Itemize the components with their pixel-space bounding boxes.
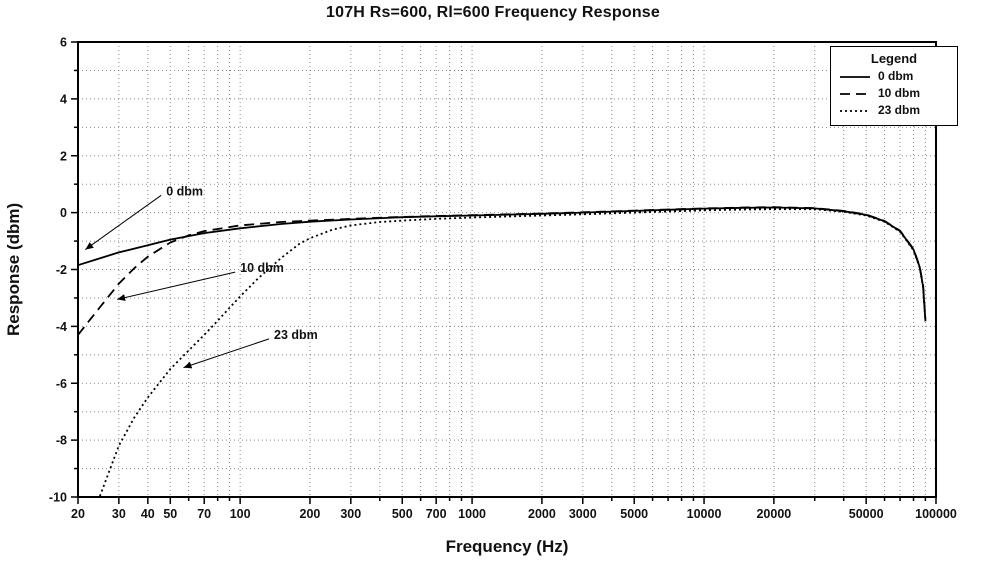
svg-text:300: 300 bbox=[340, 507, 361, 521]
legend-line-sample-dashed bbox=[840, 92, 870, 95]
legend-line-sample-dotted bbox=[840, 109, 870, 112]
svg-text:500: 500 bbox=[392, 507, 413, 521]
svg-text:30: 30 bbox=[112, 507, 126, 521]
svg-text:100: 100 bbox=[230, 507, 251, 521]
svg-text:50000: 50000 bbox=[849, 507, 884, 521]
svg-text:2000: 2000 bbox=[528, 507, 556, 521]
y-axis-label: Response (dbm) bbox=[4, 202, 23, 337]
x-tick-labels: 20 30 40 50 70 100 200 300 500 700 1000 2000 3000 500… bbox=[71, 507, 957, 521]
series-line-0-dbm bbox=[78, 206, 927, 321]
legend-title: Legend bbox=[870, 51, 918, 66]
legend-entry-label: 10 dbm bbox=[878, 86, 921, 100]
legend-entry-0-dbm: 0 dbm bbox=[839, 68, 949, 85]
svg-text:-10: -10 bbox=[49, 491, 67, 505]
x-axis-label: Frequency (Hz) bbox=[445, 537, 569, 556]
svg-text:70: 70 bbox=[197, 507, 211, 521]
svg-text:0: 0 bbox=[60, 206, 67, 220]
svg-text:-2: -2 bbox=[56, 263, 67, 277]
svg-text:-6: -6 bbox=[56, 377, 67, 391]
svg-text:50: 50 bbox=[163, 507, 177, 521]
legend-line-sample-solid bbox=[840, 75, 870, 78]
y-tick-labels: 6 4 2 0 -2 -4 -6 -8 -10 bbox=[49, 36, 67, 505]
annotation-label: 23 dbm bbox=[274, 328, 318, 342]
svg-text:6: 6 bbox=[60, 36, 67, 50]
legend-entry-label: 0 dbm bbox=[878, 69, 914, 83]
chart-title: 107H Rs=600, Rl=600 Frequency Response bbox=[326, 4, 660, 21]
axis-ticks bbox=[71, 41, 937, 504]
svg-text:20000: 20000 bbox=[756, 507, 791, 521]
svg-text:10000: 10000 bbox=[687, 507, 722, 521]
svg-text:100000: 100000 bbox=[915, 507, 957, 521]
svg-text:1000: 1000 bbox=[458, 507, 486, 521]
legend: Legend 0 dbm 10 dbm 23 dbm bbox=[830, 46, 958, 126]
svg-text:-4: -4 bbox=[56, 320, 67, 334]
gridlines bbox=[78, 42, 936, 497]
svg-text:2: 2 bbox=[60, 149, 67, 163]
legend-entries: 0 dbm 10 dbm 23 dbm bbox=[839, 68, 949, 119]
series-curves bbox=[78, 206, 927, 497]
series-line-10-dbm bbox=[78, 206, 927, 336]
svg-text:200: 200 bbox=[300, 507, 321, 521]
legend-entry-10-dbm: 10 dbm bbox=[839, 85, 949, 102]
legend-entry-23-dbm: 23 dbm bbox=[839, 102, 949, 119]
legend-entry-label: 23 dbm bbox=[878, 103, 921, 117]
svg-text:-8: -8 bbox=[56, 434, 67, 448]
svg-text:3000: 3000 bbox=[569, 507, 597, 521]
annotations: 0 dbm 10 dbm 23 dbm bbox=[84, 184, 318, 369]
annotation-label: 10 dbm bbox=[240, 261, 284, 275]
annotation-label: 0 dbm bbox=[166, 184, 203, 198]
svg-text:700: 700 bbox=[426, 507, 447, 521]
svg-text:20: 20 bbox=[71, 507, 85, 521]
svg-text:40: 40 bbox=[141, 507, 155, 521]
svg-text:4: 4 bbox=[60, 92, 67, 106]
series-line-23-dbm bbox=[98, 208, 927, 497]
svg-text:5000: 5000 bbox=[620, 507, 648, 521]
